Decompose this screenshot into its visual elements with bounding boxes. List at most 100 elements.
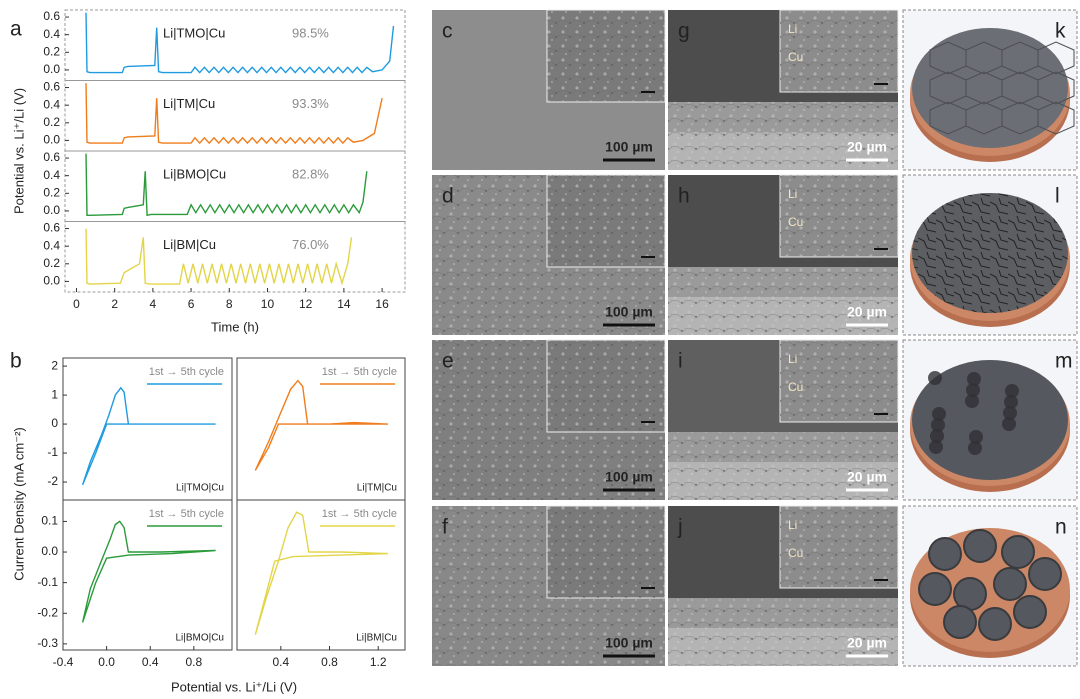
y-tick-label: 0.2	[43, 115, 60, 129]
sem-inset-texture	[780, 175, 898, 257]
y-axis-label: Potential vs. Li⁺/Li (V)	[11, 88, 26, 214]
scale-bar-label: 20 µm	[847, 469, 887, 485]
y-tick-label: 0.2	[43, 44, 60, 58]
cu-texture	[668, 132, 898, 170]
scale-bar-label: 100 µm	[605, 304, 653, 320]
x-tick-label: 0.8	[185, 655, 202, 669]
pore	[928, 371, 942, 385]
y-tick-label: -2	[47, 474, 58, 488]
x-axis-label: Potential vs. Li⁺/Li (V)	[171, 679, 297, 694]
cv-curve	[254, 379, 389, 471]
axes-frame	[62, 357, 233, 501]
facet	[1037, 41, 1075, 75]
efficiency-annotation: 76.0%	[292, 237, 329, 252]
lithium-dendrite	[1013, 595, 1047, 629]
pore	[969, 430, 983, 444]
cracks	[912, 193, 1068, 313]
scale-bar-label: 20 µm	[847, 139, 887, 155]
cv-curve	[254, 511, 389, 635]
y-tick-label: 0.0	[43, 203, 60, 217]
x-tick-label: 0.0	[98, 655, 115, 669]
y-tick-label: 0.0	[43, 274, 60, 288]
panel-letter: b	[10, 350, 22, 373]
data-line	[85, 83, 383, 145]
panel-letter: f	[442, 516, 448, 539]
data-line	[85, 228, 353, 286]
y-tick-label: 0	[51, 416, 58, 430]
panel-letter: j	[677, 516, 683, 539]
panel-letter: g	[678, 20, 690, 43]
pore	[967, 372, 981, 386]
panel-letter: c	[442, 20, 453, 43]
lithium-dendrite	[928, 537, 962, 571]
y-tick-label: 0.6	[43, 80, 60, 94]
lithium-dendrite	[978, 607, 1012, 641]
y-tick-label: 0.6	[43, 9, 60, 23]
x-tick-label: 16	[375, 297, 389, 311]
pore	[1004, 395, 1018, 409]
x-tick-label: 0.4	[142, 655, 159, 669]
panel-letter: h	[678, 185, 690, 208]
li-texture	[668, 267, 898, 297]
pore	[965, 394, 979, 408]
scale-bar-label: 20 µm	[847, 635, 887, 651]
panel-letter: a	[10, 18, 22, 41]
panel-letter: k	[1055, 20, 1066, 43]
pore	[929, 440, 943, 454]
li-texture	[668, 102, 898, 132]
scale-bar-label: 100 µm	[605, 139, 653, 155]
x-tick-label: -0.4	[53, 655, 74, 669]
x-tick-label: 6	[188, 297, 195, 311]
facet	[1037, 71, 1075, 105]
pore	[1003, 406, 1017, 420]
sem-inset-texture	[547, 340, 665, 432]
x-tick-label: 14	[337, 297, 351, 311]
x-tick-label: 12	[299, 297, 313, 311]
y-tick-label: 0.4	[43, 27, 60, 41]
pore	[931, 418, 945, 432]
layer-label: Cu	[788, 546, 803, 560]
y-tick-label: 0.4	[43, 238, 60, 252]
y-tick-label: 0.0	[43, 62, 60, 76]
layer-label: Li	[788, 22, 797, 36]
cu-texture	[668, 297, 898, 335]
axes-frame	[64, 221, 406, 293]
cu-texture	[668, 628, 898, 666]
y-tick-label: -0.3	[37, 636, 58, 650]
sem-inset-texture	[547, 10, 665, 102]
lithium-dendrite	[993, 567, 1027, 601]
pore	[932, 407, 946, 421]
cell-label: Li|BM|Cu	[356, 633, 397, 644]
efficiency-annotation: 93.3%	[292, 96, 329, 111]
y-axis-label: Current Density (mA cm⁻²)	[11, 427, 26, 581]
sem-inset-texture	[780, 340, 898, 422]
y-tick-label: -1	[47, 445, 58, 459]
efficiency-annotation: 98.5%	[292, 25, 329, 40]
x-tick-label: 0	[73, 297, 80, 311]
layer-label: Li	[788, 187, 797, 201]
layer-label: Li	[788, 518, 797, 532]
y-tick-label: 0.4	[43, 168, 60, 182]
legend-label: 1st → 5th cycle	[322, 508, 397, 520]
x-tick-label: 8	[226, 297, 233, 311]
legend-label: 1st → 5th cycle	[322, 366, 397, 378]
y-tick-label: 0.0	[43, 133, 60, 147]
x-tick-label: 10	[261, 297, 275, 311]
panel-letter: e	[442, 350, 454, 373]
cv-curve	[81, 520, 216, 623]
sem-inset-texture	[547, 175, 665, 267]
legend-label: 1st → 5th cycle	[149, 366, 224, 378]
panel-letter: i	[678, 350, 683, 373]
cell-label: Li|BMO|Cu	[175, 633, 224, 644]
cell-label: Li|TM|Cu	[357, 483, 397, 494]
layer-label: Li	[788, 352, 797, 366]
y-tick-label: 0.0	[41, 544, 58, 558]
panel-letter: n	[1055, 516, 1067, 539]
x-tick-label: 4	[150, 297, 157, 311]
x-tick-label: 0.4	[272, 655, 289, 669]
data-line	[85, 153, 368, 217]
axes-frame	[236, 499, 406, 651]
cell-label: Li|BM|Cu	[163, 237, 216, 252]
lithium-dendrite	[963, 529, 997, 563]
x-axis-label: Time (h)	[211, 319, 259, 334]
